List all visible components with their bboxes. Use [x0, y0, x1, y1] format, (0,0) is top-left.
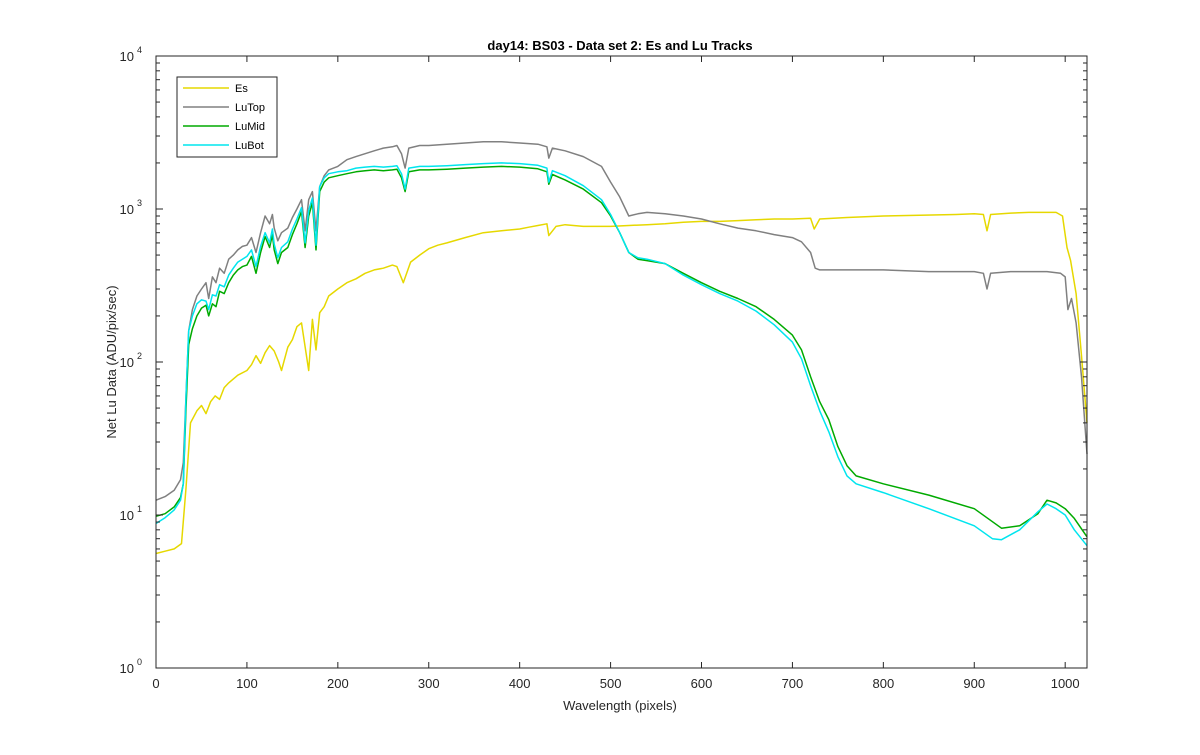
legend-label-es: Es — [235, 83, 248, 95]
x-axis: 0 100 200 300 400 500 600 700 800 900 1000 — [152, 56, 1080, 691]
legend: Es LuTop LuMid LuBot — [176, 76, 278, 158]
series-line-lubot — [155, 162, 1088, 547]
x-tick-label: 0 — [152, 676, 159, 691]
y-tick-label: 10 — [120, 49, 134, 64]
y-tick-label: 10 — [120, 355, 134, 370]
x-tick-label: 300 — [418, 676, 440, 691]
y-tick-label: 10 — [120, 661, 134, 676]
legend-label-lutop: LuTop — [235, 102, 265, 114]
x-tick-label: 800 — [872, 676, 894, 691]
legend-box — [176, 76, 278, 158]
y-axis-label: Net Lu Data (ADU/pix/sec) — [104, 285, 119, 438]
y-tick-exponent: 0 — [137, 657, 142, 667]
x-tick-label: 600 — [691, 676, 713, 691]
x-tick-label: 700 — [782, 676, 804, 691]
y-tick-exponent: 4 — [137, 45, 142, 55]
y-tick-exponent: 3 — [137, 198, 142, 208]
series-line-lutop — [155, 141, 1088, 501]
plot-lines — [155, 141, 1088, 555]
x-tick-label: 900 — [963, 676, 985, 691]
x-tick-label: 1000 — [1051, 676, 1080, 691]
y-tick-exponent: 1 — [137, 504, 142, 514]
y-tick-label: 10 — [120, 508, 134, 523]
series-line-lumid — [155, 165, 1088, 538]
y-tick-label: 10 — [120, 202, 134, 217]
x-tick-label: 400 — [509, 676, 531, 691]
plot-frame — [155, 55, 1088, 669]
chart-title: day14: BS03 - Data set 2: Es and Lu Trac… — [487, 38, 752, 53]
x-tick-label: 100 — [236, 676, 258, 691]
x-tick-label: 200 — [327, 676, 349, 691]
y-tick-exponent: 2 — [137, 351, 142, 361]
series-line-es — [155, 211, 1088, 555]
legend-label-lumid: LuMid — [235, 121, 265, 133]
legend-label-lubot: LuBot — [235, 140, 264, 152]
x-axis-label: Wavelength (pixels) — [563, 698, 677, 713]
x-tick-label: 500 — [600, 676, 622, 691]
